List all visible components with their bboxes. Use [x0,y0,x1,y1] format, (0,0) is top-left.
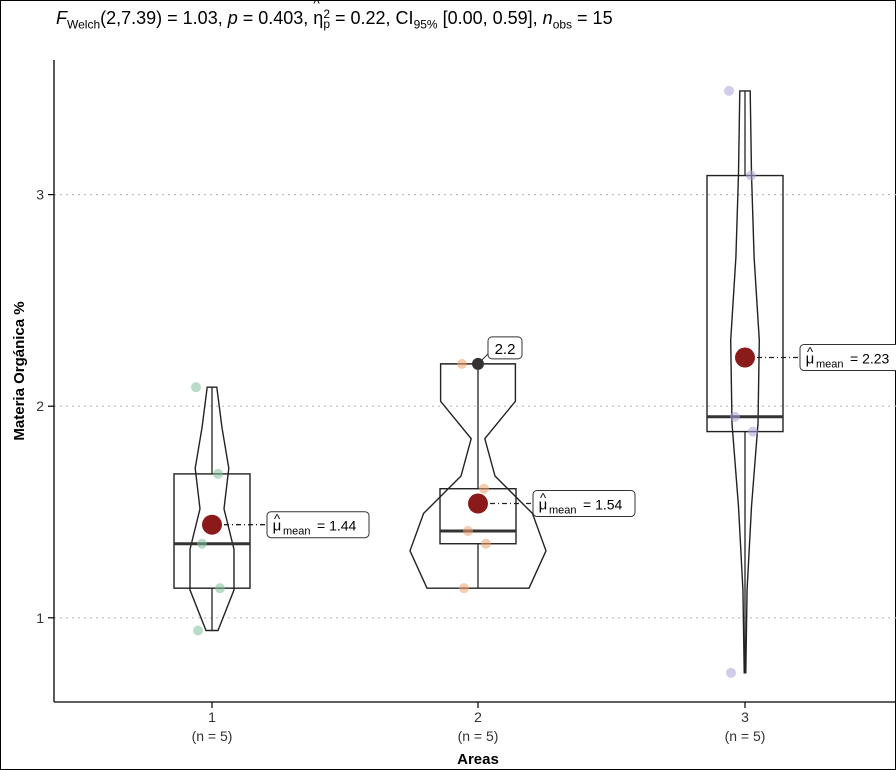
mean-symbol: μ [806,351,815,368]
mean-hat: ^ [274,512,281,527]
mean-label-box [266,511,370,539]
box [439,488,517,545]
data-point [481,538,491,549]
violin [729,90,761,674]
mean-subscript: mean [816,359,844,371]
data-point [479,483,489,494]
y-tick-label: 2 [36,398,44,414]
mean-symbol: μ [273,518,282,535]
y-tick-label: 3 [36,187,44,203]
mean-hat: ^ [540,491,547,506]
x-tick-label: 3 [741,709,749,725]
data-point [726,667,736,678]
x-tick-label: 1 [208,709,216,725]
box [173,473,251,589]
x-tick-label: 2 [474,709,482,725]
mean-symbol: μ [539,497,548,514]
data-point [457,358,467,369]
data-point [213,468,223,479]
mean-label-box [532,490,636,518]
x-tick-count: (n = 5) [725,728,766,744]
mean-value: = 2.23 [850,351,890,367]
mean-value: = 1.44 [317,518,357,534]
x-tick-count: (n = 5) [458,728,499,744]
mean-point [735,347,755,368]
outlier-label-box [487,336,523,360]
mean-subscript: mean [549,505,577,517]
data-point [459,583,469,594]
mean-value: = 1.54 [583,497,623,513]
mean-hat: ^ [807,345,814,360]
mean-point [202,514,222,535]
violin [189,386,235,632]
x-axis-title: Areas [457,751,499,768]
data-point [197,538,207,549]
outlier-label: 2.2 [495,341,516,358]
data-point [748,426,758,437]
data-point [724,85,734,96]
stats-title: FWelch(2,7.39) = 1.03, p = 0.403, η ^ 2 p =… [56,0,613,32]
outlier-point [472,357,484,370]
mean-label-box [799,344,896,372]
y-tick-label: 1 [36,610,44,626]
data-point [191,382,201,393]
x-tick-count: (n = 5) [192,728,233,744]
mean-point [468,493,488,514]
mean-subscript: mean [283,526,311,538]
data-point [215,583,225,594]
data-point [746,170,756,181]
y-axis-title: Materia Orgánica % [11,301,28,440]
data-point [730,411,740,422]
box [706,174,784,433]
violin [409,363,547,589]
data-point [193,625,203,636]
data-point [463,526,473,537]
